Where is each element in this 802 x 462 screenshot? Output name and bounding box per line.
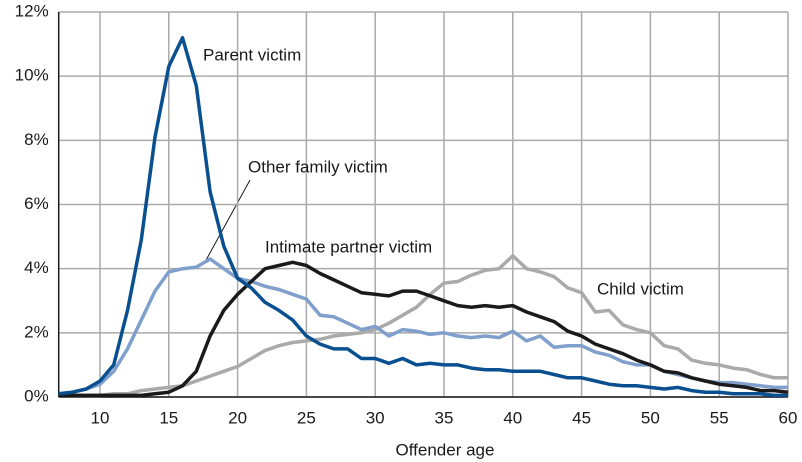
y-tick-label: 8% bbox=[24, 130, 49, 149]
x-tick-label: 50 bbox=[641, 408, 660, 427]
y-tick-label: 10% bbox=[15, 66, 49, 85]
x-tick-label: 60 bbox=[779, 408, 798, 427]
series-label: Intimate partner victim bbox=[265, 237, 432, 256]
y-tick-label: 6% bbox=[24, 194, 49, 213]
series-line bbox=[58, 35, 788, 398]
x-tick-label: 20 bbox=[228, 408, 247, 427]
x-tick-label: 25 bbox=[297, 408, 316, 427]
y-tick-label: 12% bbox=[15, 1, 49, 20]
series-label: Other family victim bbox=[248, 157, 388, 176]
x-tick-label: 45 bbox=[572, 408, 591, 427]
x-tick-label: 15 bbox=[159, 408, 178, 427]
x-tick-label: 35 bbox=[435, 408, 454, 427]
x-tick-label: 30 bbox=[366, 408, 385, 427]
y-tick-label: 0% bbox=[24, 386, 49, 405]
series-line bbox=[58, 260, 789, 398]
x-axis-label: Offender age bbox=[396, 440, 495, 459]
series-label: Parent victim bbox=[203, 45, 301, 64]
x-tick-label: 10 bbox=[91, 408, 110, 427]
y-tick-label: 2% bbox=[24, 322, 49, 341]
x-tick-label: 55 bbox=[710, 408, 729, 427]
leader-line bbox=[204, 179, 251, 263]
x-tick-label: 40 bbox=[503, 408, 522, 427]
series-label: Child victim bbox=[597, 279, 684, 298]
y-tick-label: 4% bbox=[24, 258, 49, 277]
